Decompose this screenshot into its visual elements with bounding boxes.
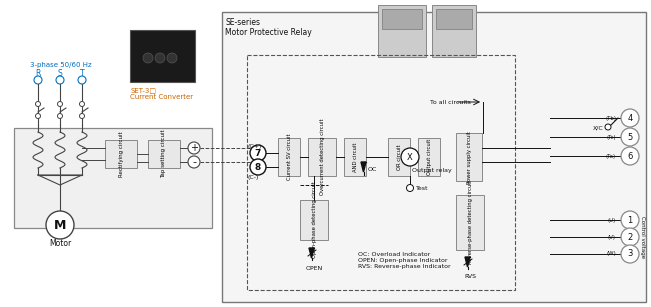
Circle shape — [46, 211, 74, 239]
Text: 2: 2 — [628, 232, 633, 242]
Circle shape — [621, 245, 639, 263]
Bar — [436, 9, 472, 29]
Text: +: + — [190, 143, 198, 153]
Bar — [300, 200, 328, 240]
Text: (V): (V) — [608, 235, 616, 239]
Text: SET-3□
Current Converter: SET-3□ Current Converter — [130, 87, 193, 100]
Bar — [456, 195, 484, 250]
Text: 6: 6 — [628, 151, 633, 161]
Bar — [418, 138, 440, 176]
Bar — [344, 138, 366, 176]
Circle shape — [621, 211, 639, 229]
Circle shape — [36, 102, 40, 107]
Polygon shape — [361, 162, 366, 172]
Bar — [308, 138, 336, 176]
Bar — [105, 140, 137, 168]
Bar — [278, 138, 300, 176]
Text: AND circuit: AND circuit — [352, 142, 357, 172]
Text: To all circuits: To all circuits — [430, 99, 471, 104]
Text: R: R — [35, 68, 41, 77]
Circle shape — [621, 128, 639, 146]
Text: OC: Overload Indicator
OPEN: Open-phase Indicator
RVS: Reverse-phase Indicator: OC: Overload Indicator OPEN: Open-phase … — [358, 252, 450, 269]
Text: (W): (W) — [606, 251, 616, 257]
Text: 8: 8 — [255, 162, 261, 172]
Circle shape — [79, 102, 85, 107]
Text: RVS: RVS — [464, 274, 476, 279]
Text: (Tb): (Tb) — [605, 115, 616, 121]
Text: Tap setting circuit: Tap setting circuit — [161, 130, 167, 178]
Text: SE-series
Motor Protective Relay: SE-series Motor Protective Relay — [225, 18, 312, 37]
Bar — [456, 133, 482, 181]
Text: (U): (U) — [608, 217, 616, 223]
Text: X/C: X/C — [592, 126, 603, 130]
Circle shape — [188, 142, 200, 154]
Text: M: M — [54, 219, 66, 231]
Text: X: X — [407, 153, 413, 161]
Text: OR circuit: OR circuit — [396, 144, 402, 170]
Text: 1: 1 — [628, 216, 633, 224]
Circle shape — [78, 76, 86, 84]
Circle shape — [621, 228, 639, 246]
Bar — [388, 138, 410, 176]
Polygon shape — [309, 248, 314, 258]
Text: Current SV circuit: Current SV circuit — [286, 134, 292, 180]
Bar — [382, 9, 422, 29]
Bar — [222, 12, 646, 302]
Circle shape — [621, 109, 639, 127]
Circle shape — [167, 53, 177, 63]
Text: 3-phase 50/60 Hz: 3-phase 50/60 Hz — [30, 62, 92, 68]
Bar — [130, 30, 195, 82]
Text: Motor: Motor — [49, 239, 71, 247]
Circle shape — [155, 53, 165, 63]
Circle shape — [36, 114, 40, 119]
Text: Output circuit: Output circuit — [426, 139, 432, 175]
Bar — [14, 128, 212, 228]
Text: Rectifying circuit: Rectifying circuit — [118, 131, 124, 177]
Circle shape — [188, 156, 200, 168]
Bar — [378, 5, 426, 57]
Text: Reverse-phase detecting circuit: Reverse-phase detecting circuit — [467, 180, 473, 264]
Text: T: T — [79, 68, 85, 77]
Polygon shape — [465, 257, 470, 267]
Text: (C+): (C+) — [247, 144, 261, 149]
Text: -: - — [192, 157, 196, 167]
Text: OC: OC — [368, 167, 378, 172]
Circle shape — [57, 114, 62, 119]
Circle shape — [250, 159, 266, 175]
Text: S: S — [58, 68, 62, 77]
Text: Power supply circuit: Power supply circuit — [467, 130, 471, 184]
Text: 7: 7 — [255, 149, 261, 157]
Circle shape — [57, 102, 62, 107]
Circle shape — [56, 76, 64, 84]
Text: (Tc): (Tc) — [606, 134, 616, 139]
Circle shape — [34, 76, 42, 84]
Circle shape — [401, 148, 419, 166]
Text: Test: Test — [416, 185, 428, 191]
Circle shape — [406, 185, 413, 192]
Circle shape — [250, 145, 266, 161]
Text: (C-): (C-) — [247, 175, 258, 180]
Circle shape — [621, 147, 639, 165]
Text: 3: 3 — [628, 250, 633, 258]
Text: 5: 5 — [628, 133, 633, 142]
Text: Overcurrent detecting circuit: Overcurrent detecting circuit — [320, 119, 324, 195]
Circle shape — [143, 53, 153, 63]
Text: Control voltage: Control voltage — [640, 216, 645, 258]
Bar — [432, 5, 476, 57]
Text: OPEN: OPEN — [305, 266, 323, 271]
Circle shape — [605, 124, 611, 130]
Bar — [247, 55, 515, 290]
Circle shape — [79, 114, 85, 119]
Text: 4: 4 — [628, 114, 633, 122]
Bar — [148, 140, 180, 168]
Text: Open-phase detecting circuit: Open-phase detecting circuit — [311, 182, 316, 258]
Text: Output relay: Output relay — [412, 168, 452, 173]
Text: (Ta): (Ta) — [606, 154, 616, 158]
